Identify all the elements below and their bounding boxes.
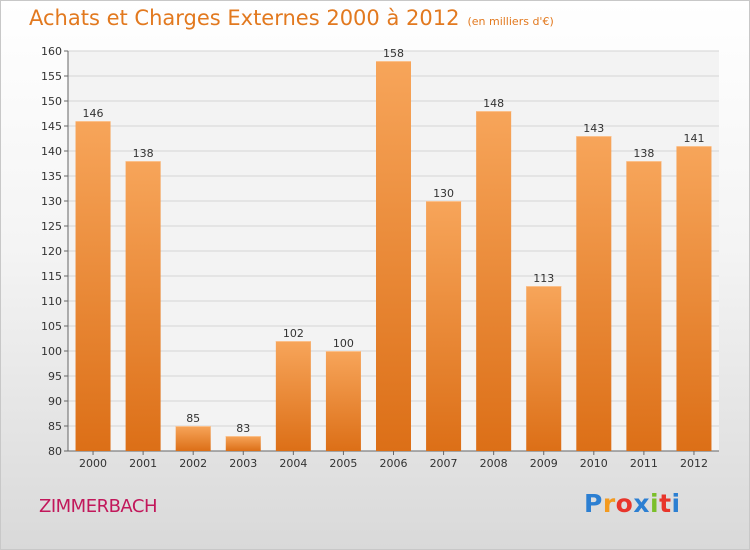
data-label: 130: [433, 187, 454, 200]
x-tick-label: 2009: [530, 457, 558, 470]
data-label: 113: [533, 272, 554, 285]
y-tick-label: 150: [41, 95, 62, 108]
bar: [125, 161, 161, 451]
y-tick-label: 90: [48, 395, 62, 408]
logo-letter: r: [602, 489, 616, 518]
bar: [376, 61, 411, 451]
bar: [325, 351, 361, 451]
data-label: 158: [383, 47, 404, 60]
data-label: 143: [583, 122, 604, 135]
logo-letter: P: [584, 489, 603, 518]
bar: [576, 136, 612, 451]
data-label: 141: [683, 132, 704, 145]
y-tick-label: 95: [48, 370, 62, 383]
x-tick-label: 2005: [329, 457, 357, 470]
y-tick-label: 130: [41, 195, 62, 208]
bar: [676, 146, 712, 451]
data-label: 138: [133, 147, 154, 160]
y-tick-label: 110: [41, 295, 62, 308]
data-label: 148: [483, 97, 504, 110]
x-tick-label: 2002: [179, 457, 207, 470]
x-tick-label: 2004: [279, 457, 307, 470]
x-tick-label: 2008: [480, 457, 508, 470]
y-tick-label: 100: [41, 345, 62, 358]
bar: [626, 161, 662, 451]
bar: [526, 286, 562, 451]
bar: [75, 121, 111, 451]
x-tick-label: 2007: [430, 457, 458, 470]
proxiti-logo: Proxiti: [584, 489, 681, 518]
logo-letter: i: [671, 489, 681, 518]
data-label: 102: [283, 327, 304, 340]
x-tick-label: 2012: [680, 457, 708, 470]
chart-title-text: Achats et Charges Externes 2000 à 2012: [29, 6, 460, 30]
y-tick-label: 155: [41, 70, 62, 83]
bar: [225, 436, 261, 451]
chart-subtitle: (en milliers d'€): [467, 15, 554, 28]
logo-letter: t: [659, 489, 672, 518]
y-tick-label: 135: [41, 170, 62, 183]
bar: [275, 341, 311, 451]
x-tick-label: 2010: [580, 457, 608, 470]
logo-letter: o: [615, 489, 634, 518]
x-tick-label: 2006: [380, 457, 408, 470]
y-tick-label: 80: [48, 445, 62, 458]
bar: [476, 111, 512, 451]
data-label: 85: [186, 412, 200, 425]
data-label: 83: [236, 422, 250, 435]
y-tick-label: 145: [41, 120, 62, 133]
y-tick-label: 160: [41, 45, 62, 58]
y-tick-label: 120: [41, 245, 62, 258]
x-tick-label: 2011: [630, 457, 658, 470]
location-label: ZIMMERBACH: [39, 496, 158, 517]
bar: [175, 426, 211, 451]
y-tick-label: 115: [41, 270, 62, 283]
data-label: 100: [333, 337, 354, 350]
x-tick-label: 2001: [129, 457, 157, 470]
y-tick-label: 85: [48, 420, 62, 433]
chart-title: Achats et Charges Externes 2000 à 2012 (e…: [29, 6, 554, 30]
logo-letter: x: [633, 489, 650, 518]
x-tick-label: 2003: [229, 457, 257, 470]
y-tick-label: 105: [41, 320, 62, 333]
data-label: 138: [633, 147, 654, 160]
y-tick-label: 140: [41, 145, 62, 158]
x-tick-label: 2000: [79, 457, 107, 470]
data-label: 146: [83, 107, 104, 120]
logo-letter: i: [650, 489, 660, 518]
y-tick-label: 125: [41, 220, 62, 233]
bar: [426, 201, 462, 451]
